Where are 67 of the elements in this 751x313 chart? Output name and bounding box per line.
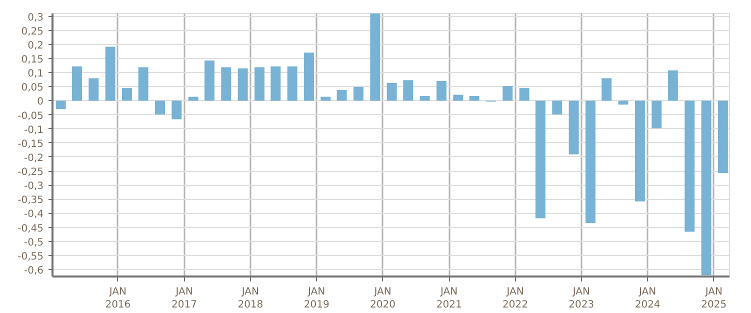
bar bbox=[585, 100, 596, 224]
y-tick-label: -0,45 bbox=[18, 223, 44, 234]
bar bbox=[652, 100, 662, 128]
y-tick-label: -0,05 bbox=[18, 110, 44, 122]
x-tick-label: JAN 2017 bbox=[172, 286, 198, 311]
x-tick-label: JAN 2018 bbox=[238, 286, 264, 311]
bar bbox=[105, 46, 116, 101]
y-tick-label: 0,25 bbox=[21, 26, 44, 38]
y-tick-label: -0,55 bbox=[18, 251, 44, 262]
bar bbox=[718, 100, 728, 173]
y-tick-label: -0,35 bbox=[18, 195, 44, 206]
x-tick-label: JAN 2025 bbox=[701, 286, 727, 311]
x-tick-label: JAN 2024 bbox=[634, 286, 660, 311]
bar bbox=[502, 86, 513, 101]
y-tick-label: 0,3 bbox=[28, 12, 44, 24]
bar bbox=[56, 100, 66, 110]
bar bbox=[634, 100, 645, 202]
bar bbox=[552, 100, 562, 114]
bar bbox=[172, 100, 182, 120]
y-tick-label: -0,2 bbox=[24, 152, 44, 164]
bar bbox=[535, 100, 546, 218]
bar bbox=[618, 100, 628, 105]
x-tick-label: JAN 2021 bbox=[436, 286, 462, 311]
bar bbox=[453, 94, 464, 101]
bar bbox=[304, 52, 314, 101]
bar bbox=[353, 86, 364, 101]
bar bbox=[72, 66, 82, 101]
bar bbox=[403, 80, 414, 101]
y-tick-label: -0,25 bbox=[18, 167, 44, 178]
y-tick-label: -0,5 bbox=[24, 237, 44, 248]
y-tick-label: 0,1 bbox=[28, 68, 44, 80]
x-tick-label: JAN 2019 bbox=[304, 286, 330, 311]
y-tick-label: 0,2 bbox=[28, 40, 44, 52]
bar bbox=[254, 67, 264, 101]
bar bbox=[568, 100, 579, 154]
y-tick-label: -0,4 bbox=[24, 209, 44, 220]
y-tick-label: -0,3 bbox=[24, 181, 44, 192]
bar bbox=[270, 66, 281, 101]
x-tick-label: JAN 2016 bbox=[105, 286, 131, 311]
y-tick-label: 0,05 bbox=[21, 82, 44, 94]
bar bbox=[238, 68, 248, 101]
y-tick-label: 0 bbox=[37, 96, 44, 108]
y-tick-label: -0,6 bbox=[24, 265, 44, 276]
bar bbox=[155, 100, 165, 114]
y-tick-label: 0,15 bbox=[21, 54, 44, 66]
x-tick-label: JAN 2020 bbox=[370, 286, 396, 311]
bar bbox=[386, 82, 397, 101]
bar bbox=[668, 70, 678, 101]
bar bbox=[221, 67, 232, 101]
x-tick-label: JAN 2022 bbox=[502, 286, 528, 311]
x-tick-label: JAN 2023 bbox=[568, 286, 594, 311]
bar bbox=[138, 67, 148, 101]
bar bbox=[287, 66, 298, 101]
bar bbox=[204, 60, 214, 101]
bar bbox=[469, 96, 480, 101]
bar bbox=[602, 78, 612, 101]
bar bbox=[370, 14, 380, 101]
bar bbox=[684, 100, 695, 232]
bar bbox=[336, 90, 347, 101]
y-tick-label: -0,15 bbox=[18, 138, 44, 150]
bar bbox=[88, 78, 99, 101]
bar bbox=[420, 96, 430, 101]
bar bbox=[701, 100, 712, 276]
y-tick-label: -0,1 bbox=[24, 124, 44, 136]
bar bbox=[436, 81, 446, 101]
bar bbox=[122, 88, 132, 101]
bar bbox=[519, 88, 530, 101]
